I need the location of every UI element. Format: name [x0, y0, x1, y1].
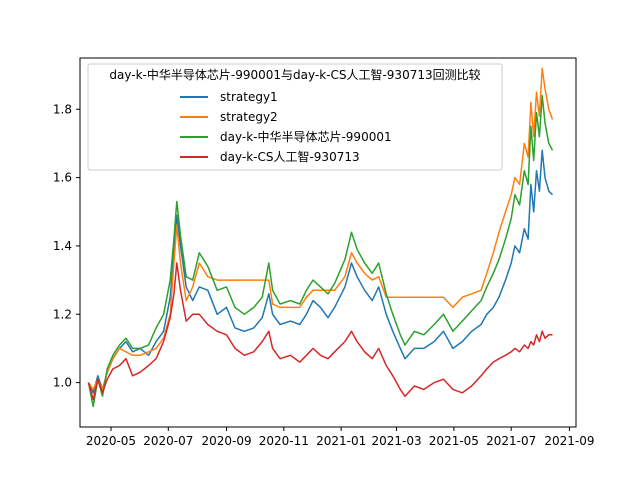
legend-label-1: strategy1	[220, 90, 278, 104]
x-tick-label: 2020-07	[143, 434, 193, 448]
axes-frame	[79, 57, 577, 428]
x-tick-label: 2020-09	[201, 434, 251, 448]
x-tick-label: 2021-03	[372, 434, 422, 448]
y-tick-label: 1.8	[53, 102, 72, 116]
series-line-2	[87, 67, 554, 391]
legend: day-k-中华半导体芯片-990001与day-k-CS人工智-930713回…	[87, 63, 503, 171]
legend-box	[87, 63, 503, 171]
x-axis: 2020-05 2020-07 2020-09 2020-11 2021-01 2021-…	[86, 427, 594, 448]
legend-entries: strategy1 strategy2 day-k-中华半导体芯片-990001 da…	[180, 90, 392, 164]
x-tick-label: 2020-05	[86, 434, 136, 448]
y-tick-label: 1.4	[53, 239, 72, 253]
x-tick-label: 2021-05	[429, 434, 479, 448]
x-tick-label: 2021-07	[486, 434, 536, 448]
plot-lines	[87, 67, 554, 408]
legend-label-2: strategy2	[220, 110, 278, 124]
x-tick-label: 2021-09	[544, 434, 594, 448]
series-line-1	[87, 149, 554, 394]
x-tick-label: 2021-01	[316, 434, 366, 448]
legend-label-3: day-k-中华半导体芯片-990001	[220, 129, 392, 144]
y-tick-label: 1.2	[53, 307, 72, 321]
y-tick-label: 1.6	[53, 171, 72, 185]
legend-label-4: day-k-CS人工智-930713	[220, 149, 360, 164]
series-line-3	[87, 94, 554, 408]
series-line-4	[87, 262, 553, 401]
y-tick-label: 1.0	[53, 376, 72, 390]
legend-title: day-k-中华半导体芯片-990001与day-k-CS人工智-930713回…	[109, 67, 480, 82]
y-axis: 1.0 1.2 1.4 1.6 1.8	[53, 102, 80, 390]
x-tick-label: 2020-11	[259, 434, 309, 448]
